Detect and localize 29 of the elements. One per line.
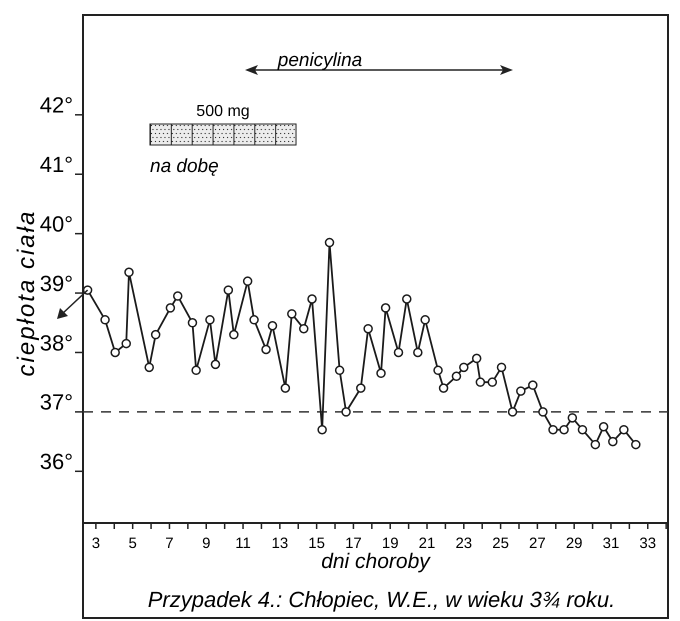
y-axis-title: ciepłota ciała <box>13 210 40 376</box>
x-tick-label: 25 <box>492 535 509 552</box>
x-tick-label: 21 <box>418 535 436 552</box>
x-tick-label: 13 <box>271 535 288 552</box>
x-tick-label: 19 <box>382 535 399 552</box>
x-tick-label: 7 <box>165 535 174 552</box>
x-tick-label: 11 <box>235 535 251 552</box>
text: Przypadek 4.: Chłopiec, W.E., w wieku 3¾ roku. <box>148 587 616 612</box>
x-tick-label: 33 <box>639 535 656 552</box>
x-tick-label: 31 <box>602 535 620 552</box>
x-tick-label: 17 <box>345 535 362 552</box>
y-tick-label: 36° <box>40 449 73 474</box>
x-tick-label: 15 <box>308 535 325 552</box>
x-tick-label: 9 <box>202 535 210 552</box>
x-tick-label: 29 <box>566 535 583 552</box>
y-tick-label: 38° <box>40 330 73 356</box>
x-tick-label: 27 <box>529 535 546 552</box>
x-axis-title: dni choroby <box>321 550 432 573</box>
y-tick-label: 42° <box>40 92 73 118</box>
annotation: na dobę <box>150 156 219 177</box>
x-tick-label: 23 <box>455 535 472 552</box>
band-label: 500 mg <box>196 103 250 120</box>
x-tick-label: 3 <box>92 535 100 552</box>
y-tick-label: 41° <box>40 152 73 178</box>
y-tick-label: 37° <box>40 390 73 415</box>
x-tick-label: 5 <box>128 535 137 552</box>
y-tick-label: 40° <box>40 211 73 236</box>
y-tick-label: 39° <box>40 270 73 296</box>
annotation: penicylina <box>276 50 362 71</box>
